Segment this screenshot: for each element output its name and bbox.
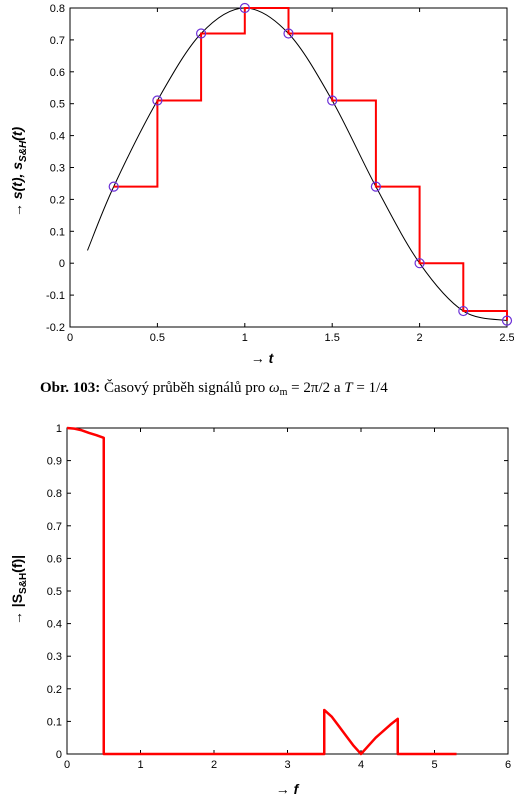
c2-y-tick-label: 0.6 <box>47 553 62 565</box>
c1-y-axis-label: → s(t), sS&H(t) <box>9 126 29 217</box>
c1-y-tick-label: 0.3 <box>50 163 65 175</box>
c2-y-tick-label: 0.5 <box>47 586 62 598</box>
c2-series <box>66 426 457 756</box>
c1-sample-hold-line <box>113 7 508 321</box>
c2-x-axis-label: → f <box>276 781 300 797</box>
c2-y-tick-label: 1 <box>56 423 62 435</box>
c1-x-tick-label: 0 <box>67 332 73 344</box>
c1-y-tick-label: 0.4 <box>50 131 65 143</box>
c2-plot-box <box>66 427 509 755</box>
c1-x-tick-label: 1.5 <box>325 332 340 344</box>
c1-y-tick-label: 0.1 <box>50 226 65 238</box>
c2-y-tick-label: 0.4 <box>47 619 62 631</box>
c1-series <box>87 2 513 326</box>
figure-caption: Obr. 103: Časový průběh signálů pro ωm =… <box>40 379 388 398</box>
c2-x-tick-label: 6 <box>505 759 511 771</box>
c1-plot-box <box>69 7 508 328</box>
c1-continuous-signal-line <box>87 7 508 322</box>
c1-x-tick-label: 0.5 <box>150 332 165 344</box>
c1-y-tick-label: 0.5 <box>50 99 65 111</box>
c2-axes-frame <box>66 427 509 755</box>
c1-y-tick-label: -0.1 <box>46 290 65 302</box>
c2-y-tick-label: 0.3 <box>47 651 62 663</box>
c1-x-tick-label: 2.5 <box>499 332 514 344</box>
c2-ticks: 0 1 2 3 4 5 6 0 0.1 0.2 0.3 0.4 0.5 0.6 0.7 0.8 0.9 1 <box>47 423 511 771</box>
c1-sample-point <box>108 181 119 192</box>
c1-y-tick-label: 0.6 <box>50 67 65 79</box>
c2-x-tick-label: 2 <box>211 759 217 771</box>
c1-sample-point <box>327 95 338 106</box>
c1-y-tick-label: 0.2 <box>50 194 65 206</box>
c1-sample-point <box>458 305 469 317</box>
c1-y-tick-label: 0.8 <box>50 3 65 15</box>
c1-x-tick-label: 2 <box>417 332 423 344</box>
c1-sample-point <box>152 95 163 106</box>
c2-y-tick-label: 0 <box>56 749 62 761</box>
c1-sample-point <box>501 315 513 326</box>
c2-x-tick-label: 1 <box>137 759 143 771</box>
c1-y-tick-label: 0 <box>59 258 65 270</box>
c1-ticks: 0 0.5 1 1.5 2 2.5 -0.2 -0.1 0 0.1 0.2 0.3 0.4 0.5 0.6 0… <box>46 3 514 344</box>
c1-x-tick-label: 1 <box>242 332 248 344</box>
c2-spectrum-line <box>66 426 457 756</box>
c2-y-tick-label: 0.1 <box>47 716 62 728</box>
c2-y-tick-label: 0.8 <box>47 488 62 500</box>
c2-x-tick-label: 4 <box>358 759 364 771</box>
c1-sample-point <box>414 258 425 269</box>
c1-y-tick-label: -0.2 <box>46 322 65 334</box>
c1-y-tick-label: 0.7 <box>50 35 65 47</box>
chart-time-domain: 0 0.5 1 1.5 2 2.5 -0.2 -0.1 0 0.1 0.2 0.3 0.4 0.5 0.6 0… <box>9 2 514 366</box>
c2-y-tick-label: 0.2 <box>47 684 62 696</box>
c1-sample-point <box>196 28 207 39</box>
c2-y-tick-label: 0.9 <box>47 456 62 468</box>
chart-spectrum: 0 1 2 3 4 5 6 0 0.1 0.2 0.3 0.4 0.5 0.6 0.7 0.8 0.9 1 → f… <box>9 423 511 797</box>
c1-sample-point <box>283 28 294 39</box>
c1-sample-point <box>370 181 381 192</box>
c1-x-axis-label: → t <box>251 350 275 366</box>
c2-y-axis-label: → |SS&H(f)| <box>9 555 29 625</box>
c2-y-tick-label: 0.7 <box>47 521 62 533</box>
c1-sample-point <box>239 2 250 14</box>
c2-x-tick-label: 5 <box>431 759 437 771</box>
c2-x-tick-label: 3 <box>284 759 290 771</box>
c1-axes-frame <box>69 7 508 328</box>
c2-x-tick-label: 0 <box>64 759 70 771</box>
